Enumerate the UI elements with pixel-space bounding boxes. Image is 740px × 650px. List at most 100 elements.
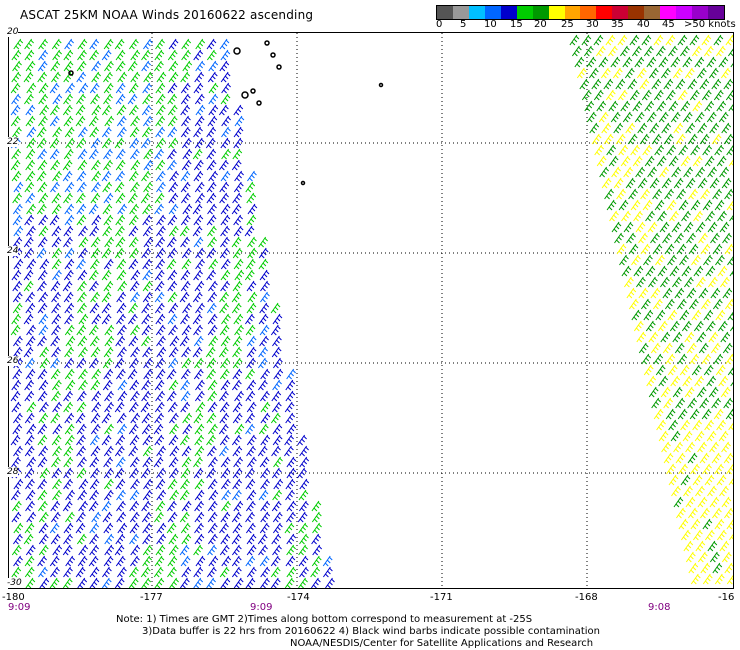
wind-barb <box>76 203 87 215</box>
wind-barb <box>208 82 219 94</box>
wind-barb <box>38 522 49 534</box>
wind-barb <box>128 38 139 50</box>
wind-barb <box>143 181 153 193</box>
wind-barb <box>141 60 152 72</box>
wind-barb <box>115 170 125 182</box>
wind-barb <box>130 478 140 490</box>
wind-barb <box>260 434 271 446</box>
wind-barb <box>181 324 192 336</box>
wind-barb <box>142 533 152 545</box>
wind-barb <box>688 562 699 574</box>
wind-barb <box>665 34 676 46</box>
wind-barb <box>665 408 676 420</box>
wind-barb <box>694 375 705 387</box>
wind-barb <box>206 566 217 578</box>
wind-barb <box>286 467 297 479</box>
wind-barb <box>24 522 35 534</box>
wind-barb <box>23 236 34 248</box>
wind-barb <box>724 562 733 574</box>
wind-barb <box>272 335 282 347</box>
wind-barb <box>208 456 218 468</box>
wind-barb <box>260 390 270 402</box>
wind-barb <box>141 104 152 116</box>
wind-barb <box>712 243 723 255</box>
wind-barb <box>690 518 701 530</box>
wind-barb <box>180 577 190 588</box>
wind-barb <box>13 445 23 457</box>
wind-barb <box>117 522 128 534</box>
scale-swatch <box>707 6 724 19</box>
wind-barb <box>234 170 244 182</box>
wind-barb <box>142 346 152 358</box>
wind-barb <box>206 247 217 259</box>
wind-barb <box>50 511 61 523</box>
wind-barb <box>114 401 125 413</box>
wind-barb <box>628 298 639 310</box>
wind-barb <box>64 203 75 215</box>
wind-barb <box>76 93 86 105</box>
wind-barb <box>155 159 166 171</box>
wind-barb <box>101 170 112 182</box>
wind-barb <box>233 500 244 512</box>
wind-barb <box>101 247 112 259</box>
lon-label: -16 <box>718 592 735 603</box>
wind-barb <box>658 375 669 387</box>
wind-barb <box>13 38 24 50</box>
wind-barb <box>129 456 140 468</box>
wind-barb <box>715 254 725 266</box>
wind-barb <box>52 401 62 413</box>
wind-barb <box>220 93 231 105</box>
wind-barb <box>689 34 700 46</box>
wind-barb <box>76 71 87 83</box>
wind-barb <box>25 489 36 501</box>
wind-barb <box>682 430 693 442</box>
wind-barb <box>728 159 733 167</box>
wind-barb <box>635 276 646 288</box>
wind-barb <box>661 122 672 134</box>
wind-barb <box>65 489 75 501</box>
wind-barb <box>142 203 152 215</box>
wind-barb <box>596 100 607 112</box>
wind-barb <box>168 357 178 369</box>
wind-barb <box>180 280 191 292</box>
wind-barb <box>129 379 140 391</box>
wind-barb <box>91 181 101 193</box>
wind-barb <box>194 445 205 457</box>
wind-barb <box>208 60 219 72</box>
wind-barb <box>659 221 670 233</box>
wind-barb <box>64 302 75 314</box>
wind-barb <box>182 423 193 435</box>
wind-barb <box>684 67 695 79</box>
wind-barb <box>693 210 703 222</box>
wind-barb <box>90 236 101 248</box>
wind-barb <box>219 390 229 402</box>
wind-barb <box>299 566 309 578</box>
wind-barb <box>37 269 48 281</box>
wind-barb <box>181 38 192 50</box>
wind-barb <box>51 434 62 446</box>
wind-barb <box>76 214 87 226</box>
wind-barb <box>653 89 664 101</box>
wind-barb <box>221 82 231 94</box>
wind-barb <box>681 320 692 332</box>
wind-barb <box>653 34 664 46</box>
wind-barb <box>11 71 22 83</box>
wind-barb <box>168 225 179 237</box>
wind-barb <box>730 381 733 387</box>
wind-barb <box>52 49 62 61</box>
wind-barb <box>694 111 705 123</box>
wind-barb <box>26 225 36 237</box>
wind-barb <box>24 566 35 578</box>
wind-barb <box>166 390 177 402</box>
wind-barb <box>154 577 165 588</box>
wind-barb <box>232 401 243 413</box>
wind-barb <box>206 368 216 380</box>
wind-barb <box>690 144 701 156</box>
wind-barb <box>617 89 628 101</box>
wind-barb <box>677 89 688 101</box>
wind-barb <box>663 452 674 464</box>
wind-barb <box>728 104 733 112</box>
wind-barb <box>51 302 61 314</box>
wind-barb <box>90 346 101 358</box>
wind-barb <box>633 265 644 277</box>
